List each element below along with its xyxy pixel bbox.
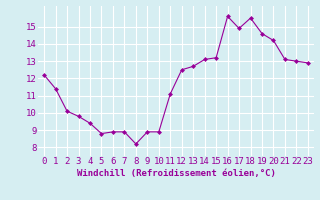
X-axis label: Windchill (Refroidissement éolien,°C): Windchill (Refroidissement éolien,°C) (76, 169, 276, 178)
